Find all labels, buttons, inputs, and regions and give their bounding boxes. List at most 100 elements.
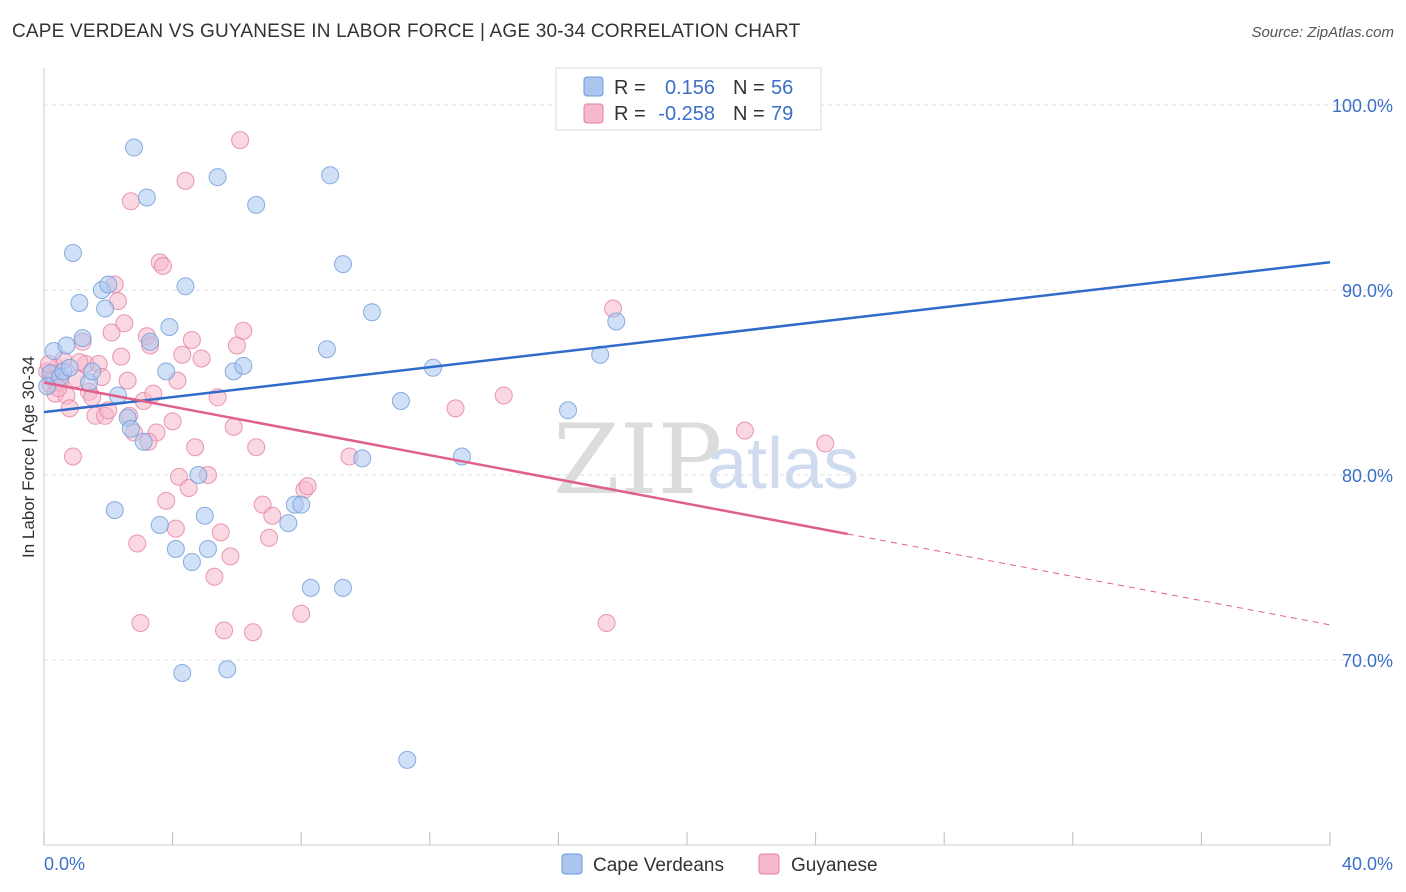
legend-n-label-2: N =: [733, 103, 765, 125]
cape-verdean-point-53: [607, 312, 626, 331]
guyanese-point-40: [166, 519, 185, 538]
guyanese-point-61: [260, 528, 279, 547]
guyanese-point-42: [173, 345, 192, 364]
guyanese-point-69: [597, 614, 616, 632]
guyanese-point-67: [446, 399, 465, 418]
guyanese-trend-line: [43, 381, 848, 536]
cape-verdean-point-20: [137, 188, 156, 207]
top-legend: R = 0.156 N = 56 R = -0.258 N = 79: [555, 67, 822, 131]
cape-verdean-point-14: [105, 501, 124, 520]
cape-verdean-point-42: [321, 166, 340, 185]
guyanese-point-37: [153, 256, 172, 275]
y-tick-label-70: 70.0%: [1342, 651, 1393, 671]
cape-verdean-point-26: [173, 663, 192, 682]
legend-swatch-blue: [583, 76, 604, 97]
legend-swatch-pink: [583, 103, 604, 124]
guyanese-point-51: [211, 523, 230, 542]
guyanese-point-46: [186, 438, 205, 457]
cape-verdean-point-41: [317, 340, 336, 359]
guyanese-point-55: [227, 336, 246, 355]
guyanese-point-62: [263, 506, 282, 525]
guyanese-point-72: [816, 434, 835, 453]
bottom-legend-swatch-blue: [561, 853, 583, 875]
cape-verdean-point-18: [125, 138, 144, 157]
cape-verdean-point-30: [195, 506, 214, 525]
cape-verdean-point-23: [157, 362, 176, 381]
legend-r-value-1: 0.156: [665, 77, 715, 99]
guyanese-point-53: [221, 547, 240, 566]
cape-verdean-point-33: [218, 660, 237, 679]
cape-verdean-point-19: [134, 432, 153, 451]
guyanese-point-57: [234, 321, 253, 340]
cape-verdean-point-10: [83, 362, 102, 381]
guyanese-point-56: [231, 131, 250, 150]
legend-n-label-1: N =: [733, 77, 765, 99]
cape-verdean-point-13: [99, 275, 118, 294]
source-label: Source: ZipAtlas.com: [1251, 24, 1394, 41]
cape-verdean-point-29: [189, 466, 208, 484]
bottom-legend-swatch-pink: [758, 853, 780, 875]
x-tick-label-max: 40.0%: [1342, 854, 1393, 874]
trend-lines: [43, 261, 1331, 626]
guyanese-point-10: [63, 447, 82, 466]
grid-lines: [44, 104, 1393, 661]
guyanese-point-43: [176, 171, 195, 190]
guyanese-point-65: [298, 477, 317, 496]
guyanese-point-26: [118, 371, 137, 390]
cape-verdean-point-32: [208, 168, 227, 187]
cape-verdean-point-12: [96, 299, 115, 318]
y-axis-label: In Labor Force | Age 30-34: [19, 356, 38, 558]
x-tick-label-min: 0.0%: [44, 854, 85, 874]
cape-verdean-point-22: [150, 515, 169, 534]
cape-verdean-point-21: [141, 332, 160, 351]
guyanese-point-27: [121, 192, 140, 211]
cape-verdean-trend-line: [43, 261, 1331, 414]
cape-verdean-point-8: [73, 329, 92, 348]
cape-verdean-point-24: [160, 318, 179, 336]
bottom-legend: Cape Verdeans Guyanese: [561, 853, 878, 876]
bottom-legend-label-guyanese: Guyanese: [791, 855, 878, 876]
cape-verdean-points: [38, 96, 777, 769]
legend-n-value-1: 56: [771, 77, 793, 99]
cape-verdean-point-55: [38, 377, 57, 396]
legend-r-label-1: R =: [614, 77, 646, 99]
y-tick-label-90: 90.0%: [1342, 281, 1393, 301]
cape-verdean-point-6: [63, 244, 82, 262]
cape-verdean-point-43: [333, 578, 352, 597]
cape-verdean-point-48: [398, 750, 417, 769]
guyanese-point-63: [292, 604, 311, 623]
cape-verdean-point-31: [198, 540, 217, 558]
guyanese-point-38: [157, 491, 176, 510]
cape-verdean-point-17: [121, 419, 140, 438]
guyanese-point-49: [205, 567, 224, 586]
guyanese-point-59: [247, 438, 266, 457]
guyanese-point-24: [112, 347, 131, 366]
cape-verdean-point-25: [166, 540, 185, 558]
watermark-atlas: atlas: [707, 424, 859, 504]
cape-verdean-point-40: [301, 578, 320, 597]
cape-verdean-point-51: [559, 401, 578, 420]
guyanese-point-54: [224, 417, 243, 436]
legend-n-value-2: 79: [771, 103, 793, 125]
cape-verdean-point-47: [391, 392, 410, 410]
cape-verdean-point-35: [234, 356, 253, 375]
cape-verdean-point-5: [60, 358, 79, 377]
guyanese-point-21: [102, 323, 121, 342]
legend-r-label-2: R =: [614, 103, 646, 125]
cape-verdean-point-45: [353, 449, 372, 468]
cape-verdean-point-36: [247, 195, 266, 214]
guyanese-point-29: [128, 534, 147, 553]
y-tick-label-100: 100.0%: [1332, 96, 1393, 116]
guyanese-point-45: [182, 330, 201, 349]
cape-verdean-point-4: [57, 336, 76, 355]
guyanese-trend-line-extension: [847, 533, 1331, 626]
watermark-zip: ZIP: [553, 404, 722, 516]
guyanese-point-58: [243, 623, 262, 642]
x-ticks: [43, 832, 1331, 845]
cape-verdean-point-7: [70, 293, 89, 312]
cape-verdean-point-27: [176, 277, 195, 296]
cape-verdean-point-37: [279, 514, 298, 533]
y-tick-labels: 70.0% 80.0% 90.0% 100.0%: [1332, 96, 1393, 671]
guyanese-point-39: [163, 412, 182, 431]
